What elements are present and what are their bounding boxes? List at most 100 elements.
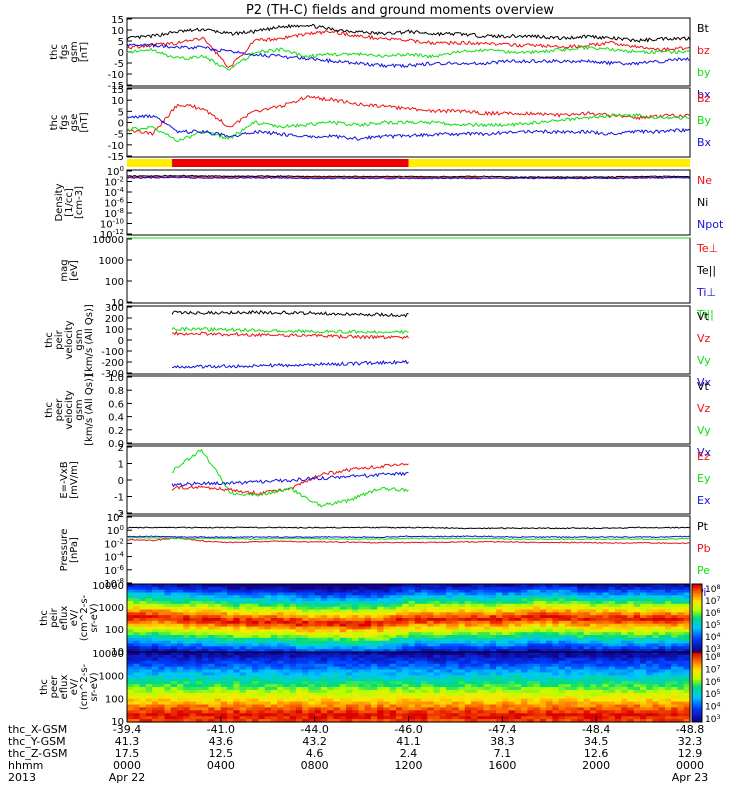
heatmap-cell [502,620,510,625]
heatmap-cell [339,603,347,608]
heatmap-cell [571,684,578,688]
heatmap-cell [665,678,672,682]
panel-ylabel: thc [44,332,55,348]
heatmap-cell [183,672,191,676]
heatmap-cell [489,632,497,636]
heatmap-cell [521,586,528,591]
heatmap-cell [621,687,629,691]
heatmap-cell [139,672,147,676]
heatmap-cell [464,666,472,671]
heatmap-cell [521,684,528,688]
heatmap-cell [283,710,291,714]
heatmap-cell [327,584,335,588]
heatmap-cell [314,618,322,622]
colorbar-segment [692,629,702,633]
heatmap-cell [252,678,259,682]
heatmap-cell [364,646,372,650]
heatmap-cell [583,629,591,633]
heatmap-cell [202,646,209,650]
heatmap-cell [414,675,422,679]
heatmap-cell [627,601,635,605]
heatmap-cell [571,666,578,671]
heatmap-cell [677,689,685,694]
heatmap-cell [139,701,147,706]
heatmap-cell [208,592,216,596]
heatmap-cell [539,606,547,611]
heatmap-cell [571,629,578,633]
panel-ylabel: peir [49,607,60,627]
heatmap-cell [252,584,259,588]
heatmap-cell [145,629,153,633]
heatmap-cell [364,657,372,662]
heatmap-cell [202,629,209,633]
heatmap-cell [314,663,322,668]
heatmap-cell [152,672,159,676]
heatmap-cell [640,710,647,714]
heatmap-cell [170,635,178,639]
heatmap-cell [446,710,453,714]
heatmap-cell [208,704,216,708]
heatmap-cell [608,620,616,625]
heatmap-cell [220,643,228,647]
heatmap-cell [452,675,460,679]
heatmap-cell [396,606,403,611]
heatmap-cell [202,609,209,613]
heatmap-cell [477,612,485,616]
heatmap-cell [533,649,541,653]
heatmap-cell [471,678,478,682]
heatmap-cell [177,701,184,706]
heatmap-cell [502,606,510,611]
heatmap-cell [521,678,528,682]
heatmap-cell [364,635,372,639]
heatmap-cell [502,678,510,682]
heatmap-cell [389,643,397,647]
heatmap-cell [227,649,234,653]
heatmap-cell [127,698,134,703]
heatmap-cell [127,618,134,622]
colorbar-segment [692,698,702,702]
heatmap-cell [602,678,610,682]
heatmap-cell [583,595,591,599]
heatmap-cell [602,704,610,708]
heatmap-cell [671,701,679,706]
heatmap-cell [352,598,360,602]
heatmap-cell [614,595,622,599]
heatmap-cell [295,626,303,630]
heatmap-cell [145,652,153,656]
heatmap-cell [358,666,366,671]
heatmap-cell [652,701,660,706]
heatmap-cell [189,684,197,688]
y-tick-label: 10-6 [104,197,124,210]
heatmap-cell [552,684,560,688]
heatmap-cell [245,710,253,714]
heatmap-cell [458,637,466,642]
heatmap-cell [658,684,666,688]
heatmap-cell [389,632,397,636]
heatmap-cell [127,669,134,673]
heatmap-cell [245,618,253,622]
heatmap-cell [421,678,428,682]
heatmap-cell [452,592,460,596]
heatmap-cell [264,649,272,653]
heatmap-cell [283,684,291,688]
heatmap-cell [396,635,403,639]
heatmap-cell [658,687,666,691]
heatmap-cell [577,615,585,619]
heatmap-cell [539,615,547,619]
x-row-value: 12.9 [678,747,703,760]
heatmap-cell [145,609,153,613]
heatmap-cell [177,704,184,708]
heatmap-cell [258,603,266,608]
heatmap-cell [145,615,153,619]
heatmap-cell [508,669,516,673]
heatmap-cell [583,666,591,671]
heatmap-cell [683,692,691,697]
heatmap-cell [158,652,166,656]
y-tick-label: 15 [111,15,124,26]
colorbar-segment [692,701,702,704]
heatmap-cell [658,652,666,656]
heatmap-cell [427,687,435,691]
heatmap-cell [264,598,272,602]
heatmap-cell [302,598,310,602]
heatmap-cell [596,669,604,673]
